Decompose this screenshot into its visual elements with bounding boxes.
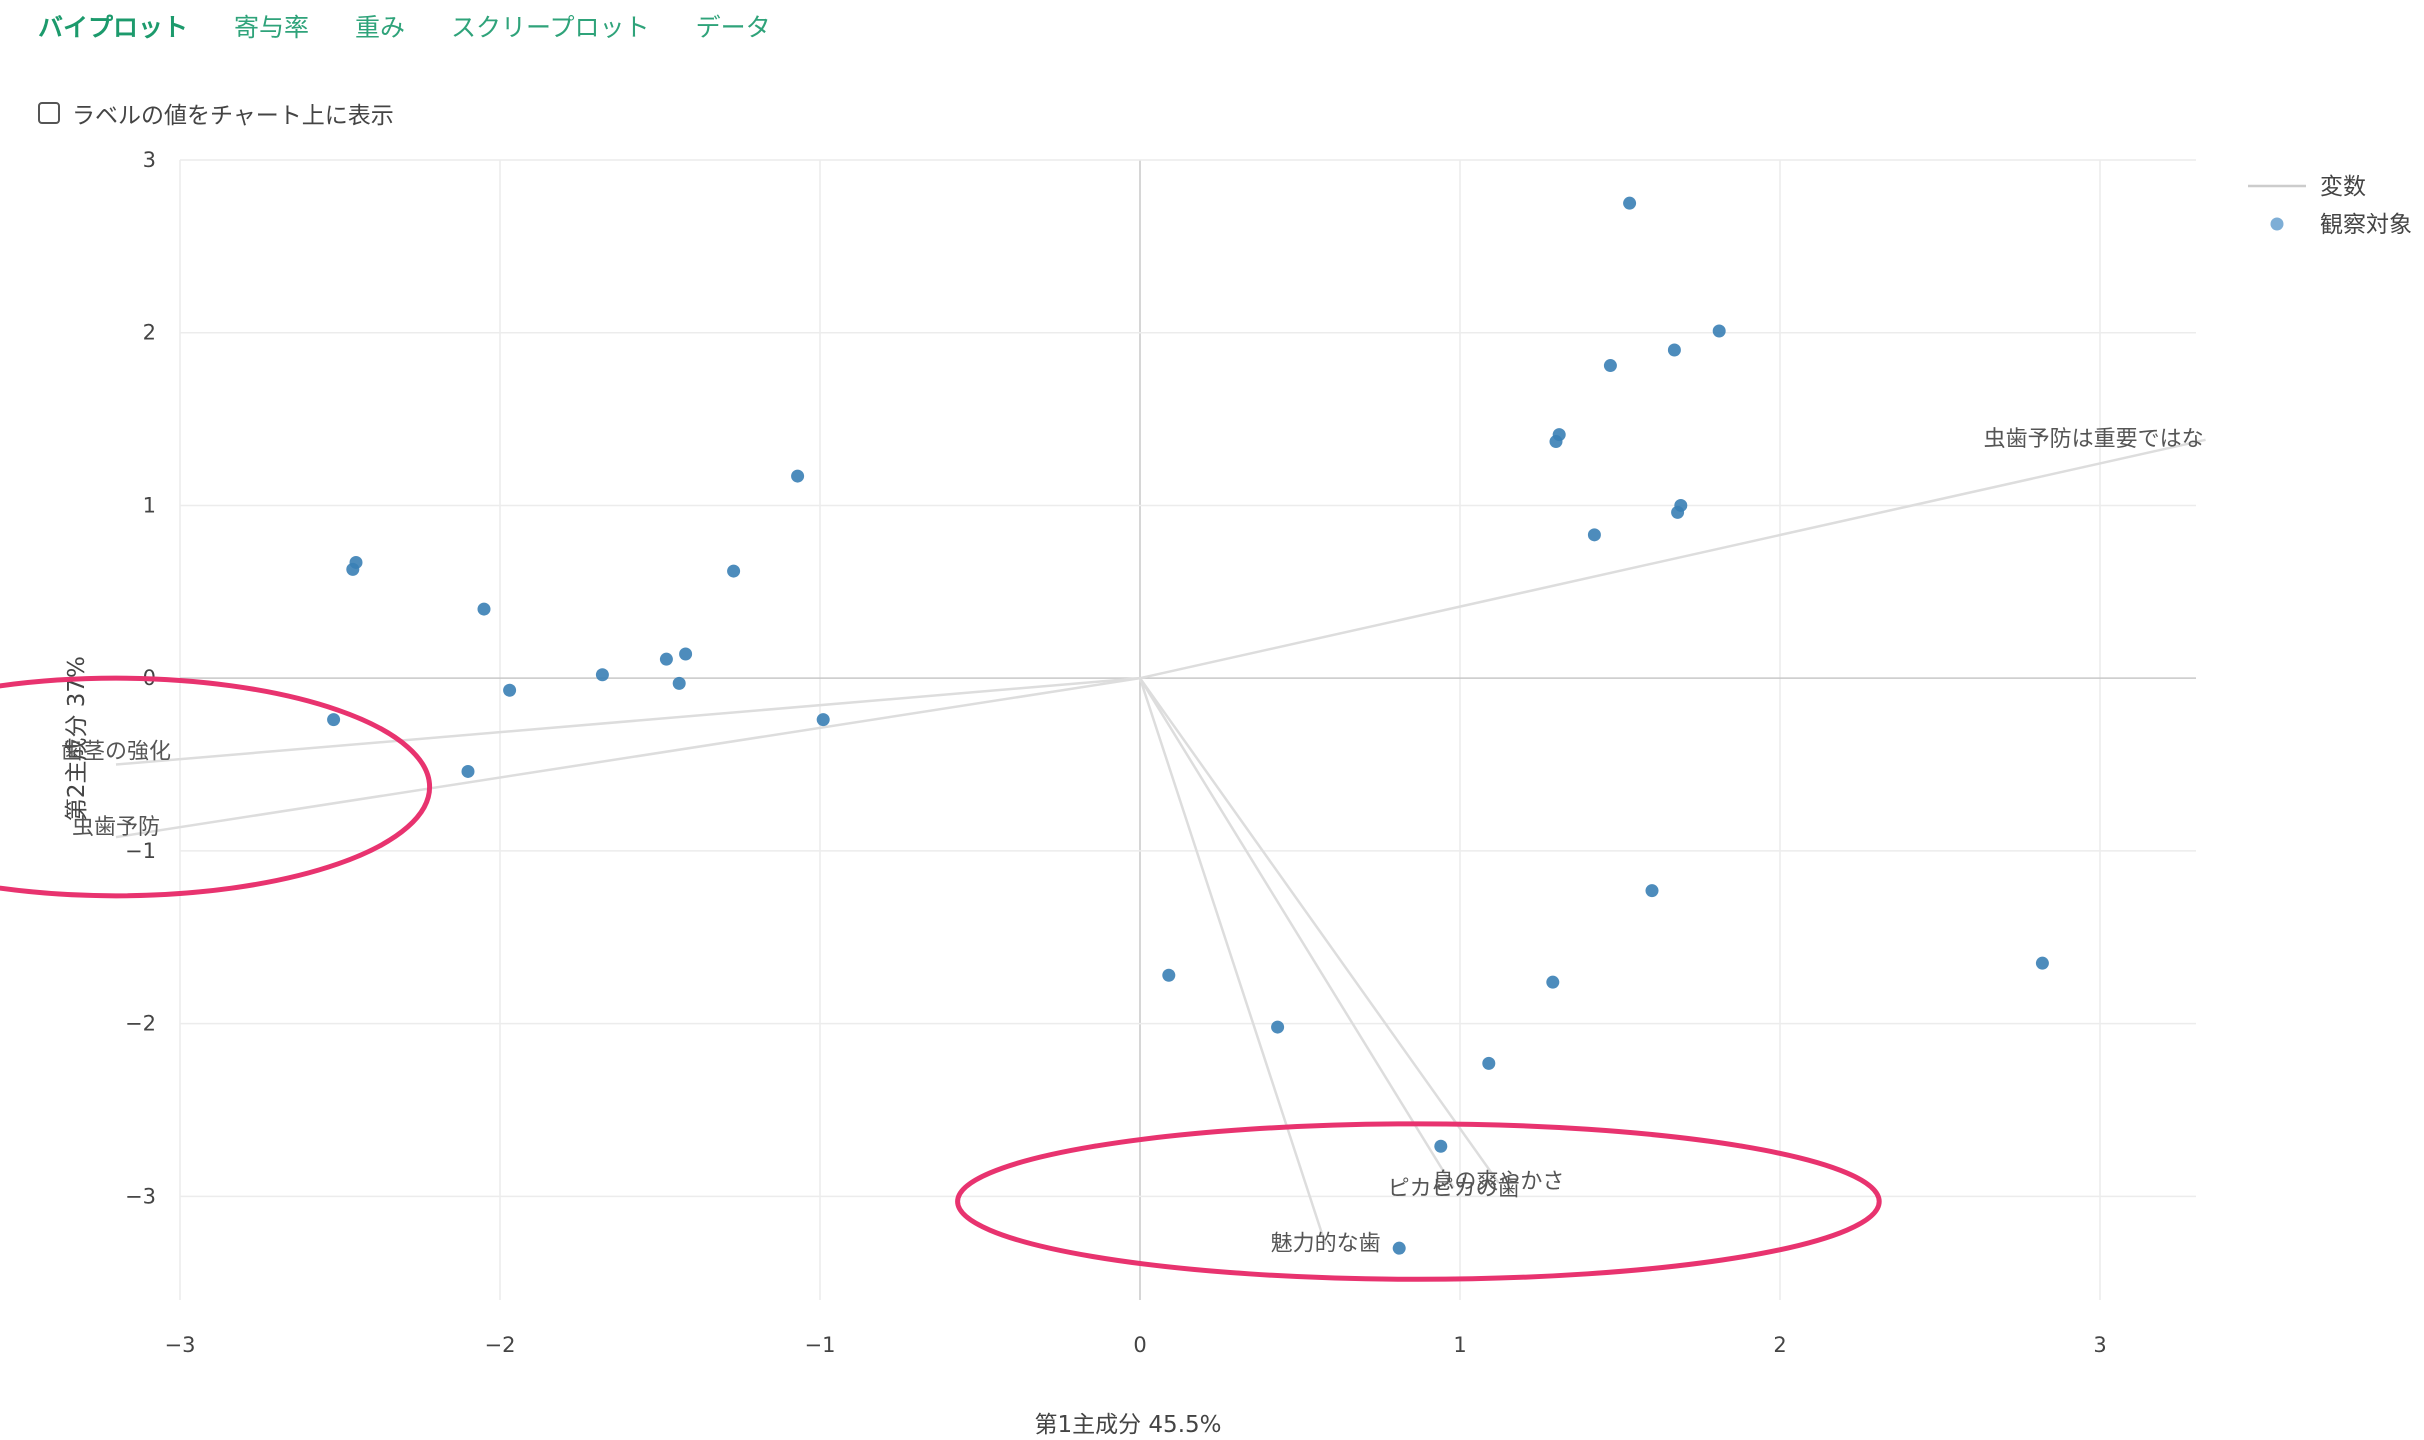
x-tick-label: 1	[1453, 1333, 1466, 1357]
observation-point	[1271, 1020, 1285, 1034]
annotation-ellipse	[0, 675, 433, 899]
x-tick-label: 3	[2093, 1333, 2106, 1357]
tab-bar: バイプロット 寄与率 重み スクリープロット データ	[38, 6, 817, 46]
show-labels-option: ラベルの値をチャート上に表示	[38, 96, 394, 130]
y-tick-label: 3	[143, 148, 156, 172]
variable-vectors	[115, 438, 2206, 1246]
y-tick-label: −1	[125, 839, 156, 863]
observation-point	[327, 713, 341, 727]
observation-point	[1546, 975, 1560, 989]
observation-point	[1434, 1139, 1448, 1153]
variable-label: 虫歯予防は重要ではな	[1984, 427, 2204, 452]
x-tick-label: −1	[805, 1333, 836, 1357]
observation-point	[1587, 528, 1601, 542]
x-tick-label: −2	[485, 1333, 516, 1357]
observation-point	[346, 562, 360, 576]
observation-point	[1482, 1056, 1496, 1070]
observation-point	[2035, 956, 2049, 970]
variable-label: 魅力的な歯	[1271, 1232, 1381, 1257]
legend-entry-label: 変数	[2320, 174, 2366, 200]
observation-point	[659, 652, 673, 666]
variable-label: 虫歯予防	[72, 815, 160, 840]
legend-dot-symbol	[2270, 217, 2284, 231]
grid-lines	[179, 159, 2196, 1300]
y-tick-label: −3	[125, 1184, 156, 1208]
variable-vector	[1139, 438, 2206, 680]
observation-point	[1623, 196, 1637, 210]
tab-contribution[interactable]: 寄与率	[234, 13, 310, 42]
observation-point	[679, 647, 693, 661]
variable-label: 歯茎の強化	[61, 740, 171, 765]
tab-weights[interactable]: 重み	[355, 13, 406, 42]
tab-biplot[interactable]: バイプロット	[38, 13, 189, 42]
y-tick-label: 1	[143, 493, 156, 517]
variable-vector	[1138, 677, 1455, 1189]
observation-point	[503, 683, 517, 697]
observation-point	[477, 602, 491, 616]
x-tick-label: −3	[165, 1333, 196, 1357]
variable-label: ピカピカの歯	[1388, 1177, 1520, 1202]
observation-point	[672, 676, 686, 690]
x-tick-label: 2	[1773, 1333, 1786, 1357]
observation-point	[461, 764, 475, 778]
annotations	[0, 675, 1882, 1282]
variable-vector	[115, 676, 1141, 766]
observation-point	[1671, 505, 1685, 519]
tab-data[interactable]: データ	[695, 13, 771, 42]
observation-point	[1712, 324, 1726, 338]
annotation-ellipse	[955, 1121, 1882, 1282]
show-labels-checkbox[interactable]	[38, 102, 60, 124]
x-tick-label: 0	[1133, 1333, 1146, 1357]
observation-point	[1667, 343, 1681, 357]
observation-point	[727, 564, 741, 578]
observation-point	[816, 713, 830, 727]
observation-point	[1162, 968, 1176, 982]
observation-points	[327, 196, 2049, 1255]
legend-entry-label: 観察対象	[2320, 212, 2412, 238]
x-axis-title: 第1主成分 45.5%	[1034, 1412, 1221, 1438]
variable-vector	[1138, 677, 1327, 1246]
y-tick-label: 2	[143, 321, 156, 345]
variable-label: 息の爽やかさ	[1432, 1170, 1564, 1195]
tab-scree-plot[interactable]: スクリープロット	[451, 13, 650, 42]
y-axis-title: 第2主成分 37%	[64, 656, 90, 821]
observation-point	[1645, 884, 1659, 898]
observation-point	[595, 668, 609, 682]
show-labels-label[interactable]: ラベルの値をチャート上に表示	[72, 103, 394, 129]
variable-vector	[1138, 677, 1500, 1184]
y-tick-label: −2	[125, 1012, 156, 1036]
observation-point	[791, 469, 805, 483]
observation-point	[1549, 435, 1563, 449]
observation-point	[1603, 359, 1617, 373]
variable-vector	[115, 676, 1141, 839]
observation-point	[1392, 1241, 1406, 1255]
